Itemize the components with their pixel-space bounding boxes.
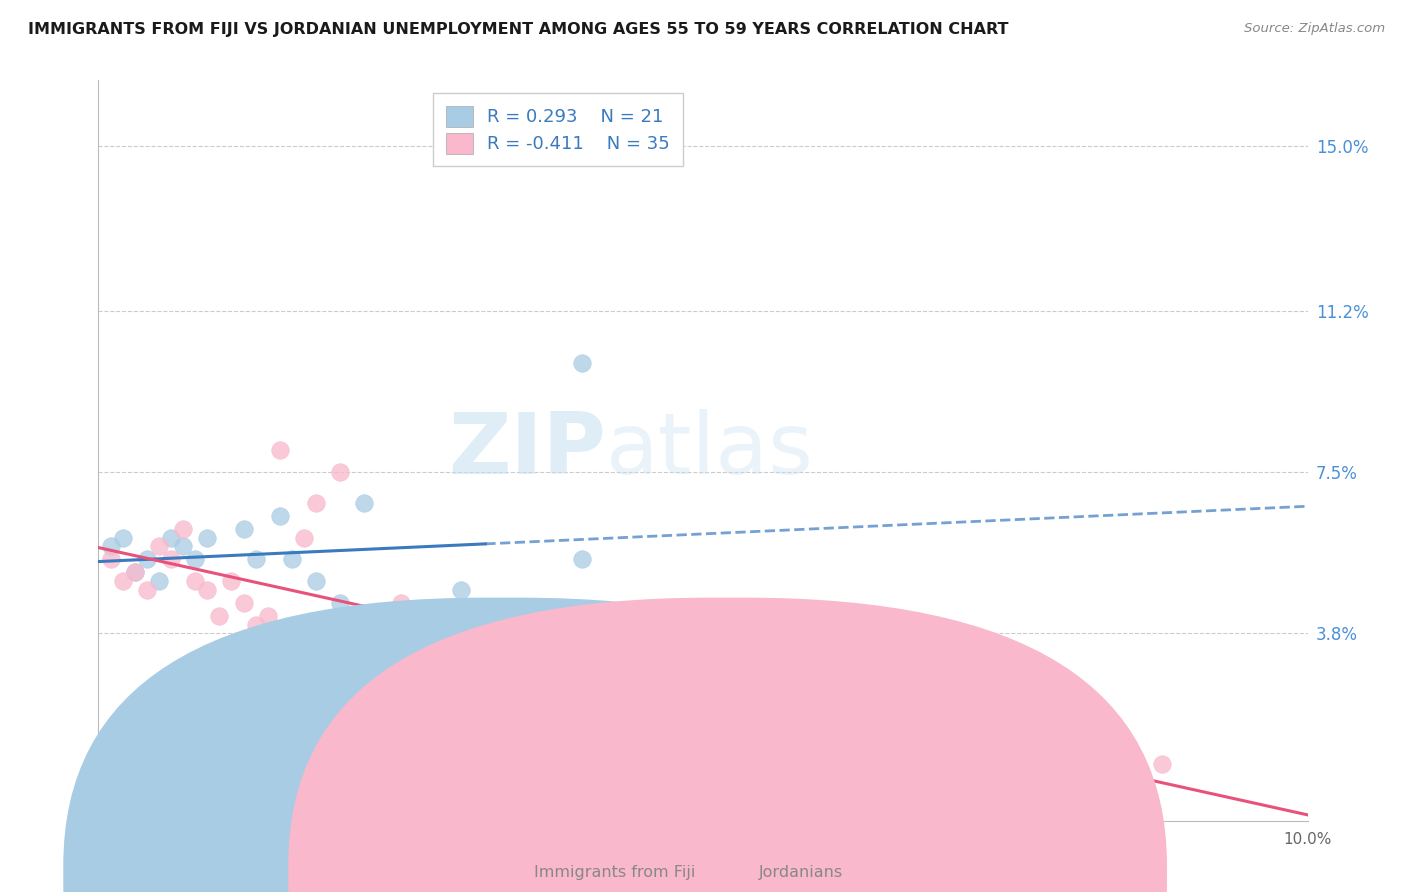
- Point: [208, 609, 231, 624]
- Point: [111, 574, 134, 588]
- Point: [329, 465, 352, 479]
- Point: [426, 626, 449, 640]
- Point: [994, 705, 1017, 719]
- Point: [292, 531, 315, 545]
- Point: [269, 443, 291, 458]
- Point: [195, 582, 218, 597]
- Point: [100, 552, 122, 566]
- Point: [329, 596, 352, 610]
- Point: [195, 531, 218, 545]
- Point: [124, 566, 146, 580]
- Point: [668, 683, 690, 698]
- Point: [221, 574, 243, 588]
- Point: [172, 539, 194, 553]
- Point: [474, 640, 496, 654]
- Point: [184, 552, 207, 566]
- Point: [486, 640, 509, 654]
- Point: [571, 356, 593, 370]
- Point: [305, 496, 328, 510]
- Point: [124, 566, 146, 580]
- Point: [353, 496, 375, 510]
- Point: [172, 522, 194, 536]
- Point: [160, 552, 183, 566]
- Point: [305, 574, 328, 588]
- Point: [813, 617, 835, 632]
- Point: [148, 574, 170, 588]
- Point: [571, 552, 593, 566]
- Point: [148, 539, 170, 553]
- Text: atlas: atlas: [606, 409, 814, 492]
- Point: [281, 552, 304, 566]
- Text: Jordanians: Jordanians: [759, 865, 844, 880]
- Point: [245, 552, 267, 566]
- Text: ZIP: ZIP: [449, 409, 606, 492]
- Point: [389, 617, 412, 632]
- Point: [547, 661, 569, 675]
- Point: [353, 617, 375, 632]
- Point: [256, 609, 278, 624]
- Point: [135, 582, 157, 597]
- Point: [752, 748, 775, 763]
- Point: [413, 640, 436, 654]
- Point: [245, 617, 267, 632]
- Point: [692, 731, 714, 745]
- Point: [595, 661, 617, 675]
- Point: [389, 596, 412, 610]
- Point: [571, 705, 593, 719]
- Text: Source: ZipAtlas.com: Source: ZipAtlas.com: [1244, 22, 1385, 36]
- Point: [184, 574, 207, 588]
- Point: [100, 539, 122, 553]
- Point: [510, 609, 533, 624]
- Point: [450, 670, 472, 684]
- Point: [232, 522, 254, 536]
- Text: IMMIGRANTS FROM FIJI VS JORDANIAN UNEMPLOYMENT AMONG AGES 55 TO 59 YEARS CORRELA: IMMIGRANTS FROM FIJI VS JORDANIAN UNEMPL…: [28, 22, 1008, 37]
- Text: Immigrants from Fiji: Immigrants from Fiji: [534, 865, 696, 880]
- Point: [111, 531, 134, 545]
- Point: [135, 552, 157, 566]
- Point: [232, 596, 254, 610]
- Point: [631, 714, 654, 728]
- Point: [1152, 757, 1174, 772]
- Point: [160, 531, 183, 545]
- Point: [450, 582, 472, 597]
- Legend: R = 0.293    N = 21, R = -0.411    N = 35: R = 0.293 N = 21, R = -0.411 N = 35: [433, 93, 683, 166]
- Point: [269, 508, 291, 523]
